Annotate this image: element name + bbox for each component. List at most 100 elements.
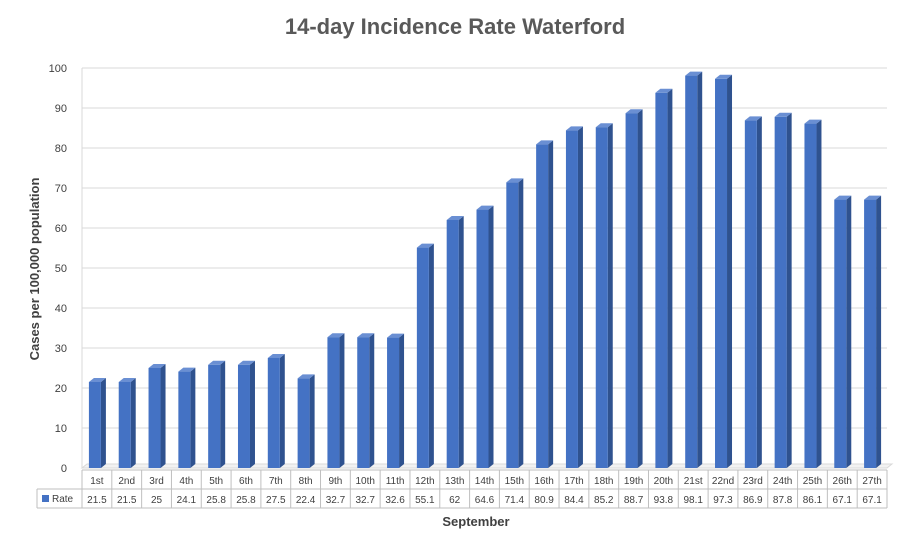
bar-front (744, 120, 757, 469)
category-label: 26th (833, 476, 852, 487)
bar (88, 378, 106, 468)
legend-series-name: Rate (52, 494, 74, 505)
bar-front (804, 123, 817, 468)
bar-front (178, 371, 191, 468)
bar (506, 178, 524, 468)
bar-front (625, 113, 638, 468)
bar-top (565, 126, 583, 131)
value-label: 85.2 (594, 495, 614, 506)
bar-side (399, 333, 405, 468)
value-label: 87.8 (773, 495, 793, 506)
value-label: 71.4 (505, 495, 525, 506)
category-label: 11th (386, 476, 405, 487)
bar-side (130, 378, 136, 468)
bar-side (697, 71, 703, 468)
bar-top (267, 354, 285, 358)
value-label: 86.1 (803, 495, 823, 506)
bar (655, 88, 673, 469)
bar (565, 126, 583, 469)
bar-top (357, 333, 375, 338)
bar (237, 360, 255, 468)
bar (297, 374, 315, 468)
value-label: 32.7 (356, 495, 376, 506)
value-label: 98.1 (683, 495, 703, 506)
category-label: 19th (624, 476, 643, 487)
bar-front (88, 382, 101, 468)
category-label: 14th (475, 476, 494, 487)
value-label: 24.1 (177, 495, 197, 506)
bar-side (369, 333, 375, 468)
y-tick-label: 30 (55, 343, 67, 355)
bar-front (237, 364, 250, 468)
category-label: 18th (594, 476, 613, 487)
bar (148, 364, 166, 468)
bar-front (536, 144, 549, 468)
value-label: 88.7 (624, 495, 644, 506)
y-tick-label: 0 (61, 463, 67, 475)
bar-side (249, 360, 255, 468)
bar-side (488, 205, 494, 468)
category-label: 1st (90, 476, 104, 487)
y-tick-label: 50 (55, 263, 67, 275)
value-label: 55.1 (415, 495, 435, 506)
y-tick-label: 70 (55, 183, 67, 195)
value-label: 64.6 (475, 495, 495, 506)
bar-side (816, 119, 822, 468)
bar-side (428, 243, 434, 468)
bar-top (208, 360, 226, 365)
bar-front (118, 382, 131, 468)
bar (416, 243, 434, 468)
bar-top (834, 195, 852, 200)
bar-top (178, 367, 196, 372)
bar-front (864, 199, 877, 468)
bar-side (667, 88, 673, 469)
legend-key (42, 495, 49, 502)
bar (834, 195, 852, 468)
bar (267, 354, 285, 468)
bar-front (595, 127, 608, 468)
bar-side (786, 112, 792, 469)
y-tick-label: 60 (55, 223, 67, 235)
category-label: 22nd (712, 476, 734, 487)
y-tick-label: 100 (49, 63, 67, 75)
bar-side (727, 74, 733, 469)
category-label: 6th (239, 476, 253, 487)
bar-front (357, 337, 370, 468)
bar (774, 112, 792, 469)
bar-side (607, 123, 613, 468)
value-label: 21.5 (87, 495, 107, 506)
bar-front (416, 247, 429, 468)
bar-front (774, 116, 787, 469)
category-label: 3rd (149, 476, 163, 487)
bar-side (309, 374, 315, 468)
category-label: 7th (269, 476, 283, 487)
bar-side (220, 360, 226, 468)
bar-side (279, 354, 285, 468)
bar (804, 119, 822, 468)
bar-side (548, 140, 554, 468)
bar (387, 333, 405, 468)
value-label: 27.5 (266, 495, 286, 506)
bar-top (148, 364, 166, 368)
bar (327, 333, 345, 468)
bar-side (100, 378, 106, 468)
bar-top (536, 140, 554, 145)
value-label: 67.1 (833, 495, 853, 506)
bar-front (685, 75, 698, 468)
value-label: 32.6 (385, 495, 405, 506)
bar-top (715, 74, 733, 79)
bar-front (834, 199, 847, 468)
chart-title: 14-day Incidence Rate Waterford (285, 14, 625, 39)
value-label: 25 (151, 495, 163, 506)
bar-side (756, 116, 762, 469)
bar (715, 74, 733, 469)
bar (446, 216, 464, 468)
value-label: 25.8 (236, 495, 256, 506)
value-label: 84.4 (564, 495, 584, 506)
bar-side (637, 109, 643, 468)
category-label: 2nd (118, 476, 135, 487)
bar-top (685, 71, 703, 76)
bar (178, 367, 196, 468)
bar-top (655, 88, 673, 93)
